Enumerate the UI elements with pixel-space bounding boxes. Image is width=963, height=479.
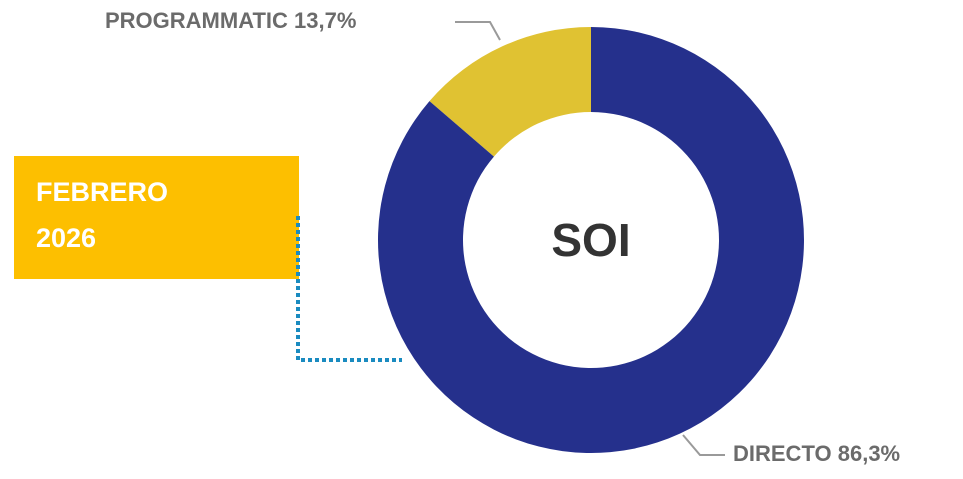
leader-line [682,434,725,456]
category-name: DIRECTO [733,441,832,466]
value-label: 13,7% [294,8,356,33]
date-badge [14,156,299,279]
badge-year: 2026 [36,223,96,253]
category-name: PROGRAMMATIC [105,8,288,33]
donut [377,26,804,453]
connector [296,216,402,362]
badge-month: FEBRERO [36,177,168,207]
slice-label: PROGRAMMATIC 13,7% [105,8,356,33]
leader-line [455,21,501,41]
value-label: 86,3% [838,441,900,466]
donut-slice [429,27,591,157]
donut-slice [377,26,804,453]
center-label: SOI [551,214,630,266]
slice-label: DIRECTO 86,3% [733,441,900,466]
